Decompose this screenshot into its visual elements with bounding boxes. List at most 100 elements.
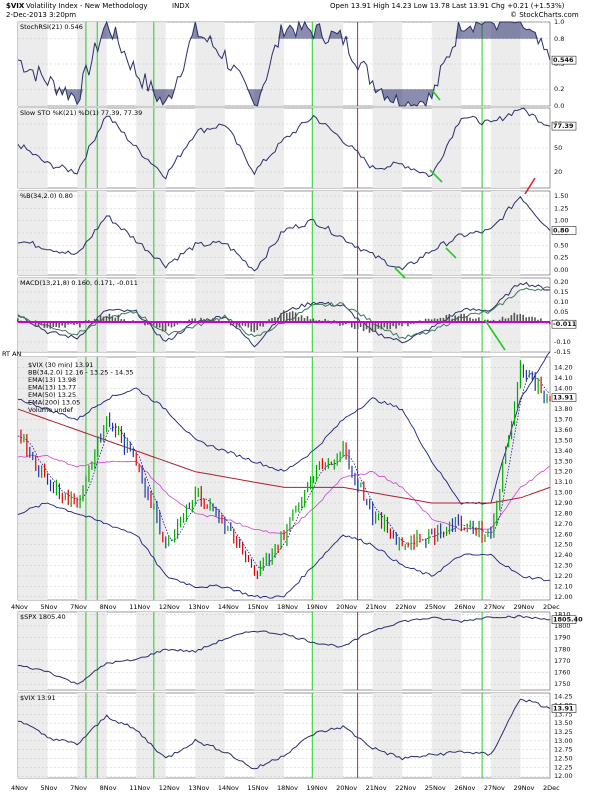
x-tick-label: 25Nov: [425, 784, 446, 792]
macd-histogram-bar: [475, 318, 477, 322]
macd-histogram-bar: [439, 317, 442, 322]
x-tick-label: 12Nov: [159, 603, 180, 611]
macd-histogram-bar: [123, 319, 125, 322]
panel-pctb: 0.000.250.500.751.001.251.50%B(34,2.0) 0…: [17, 190, 577, 276]
x-tick-label: 29Nov: [513, 603, 534, 611]
x-tick-label: 11Nov: [129, 603, 150, 611]
y-tick-label: 13.00: [554, 489, 573, 497]
macd-histogram-bar: [170, 322, 173, 328]
day-band: [18, 612, 48, 690]
macd-histogram-bar: [280, 313, 282, 322]
side-label: RT AN: [2, 350, 22, 358]
y-tick-label: 0.0: [554, 102, 564, 110]
legend-entry: EMA(13) 13.98: [28, 376, 76, 384]
macd-histogram-bar: [229, 322, 232, 326]
x-tick-label: 19Nov: [307, 603, 328, 611]
macd-histogram-bar: [194, 318, 196, 322]
macd-histogram-bar: [209, 319, 211, 322]
signal-arrow-green: [429, 169, 443, 183]
y-tick-label: 12.50: [554, 541, 573, 549]
panel-macd: -0.15-0.100.000.050.100.150.20MACD(13,21…: [17, 277, 577, 356]
x-tick-label: 12Nov: [159, 784, 180, 792]
x-tick-label: 13Nov: [188, 603, 209, 611]
macd-histogram-bar: [232, 322, 235, 325]
macd-histogram-bar: [52, 322, 55, 327]
y-tick-label: 20: [554, 168, 562, 176]
macd-histogram-bar: [478, 317, 480, 322]
macd-histogram-bar: [433, 318, 436, 322]
last-value-badge: [551, 319, 577, 329]
x-tick-label: 26Nov: [454, 603, 475, 611]
macd-histogram-bar: [436, 318, 439, 322]
y-tick-label: 13.40: [554, 447, 573, 455]
last-value-text: 0.546: [553, 56, 574, 64]
macd-histogram-bar: [283, 310, 285, 322]
macd-histogram-bar: [377, 322, 380, 329]
day-band: [18, 357, 48, 600]
x-tick-label: 18Nov: [277, 784, 298, 792]
header-symbol: $VIX: [6, 2, 25, 10]
day-band: [254, 278, 284, 352]
macd-histogram-bar: [407, 322, 409, 327]
macd-histogram-bar: [350, 322, 353, 328]
signal-arrow-green: [431, 89, 441, 101]
day-band: [490, 357, 521, 600]
day-band: [136, 357, 166, 600]
y-tick-label: 12.75: [554, 746, 573, 754]
macd-histogram-bar: [64, 322, 66, 328]
macd-histogram-bar: [398, 322, 400, 326]
macd-histogram-bar: [114, 317, 117, 322]
macd-histogram-bar: [67, 322, 69, 325]
y-tick-label: 12.80: [554, 509, 573, 517]
macd-histogram-bar: [235, 322, 238, 328]
day-band: [195, 278, 225, 352]
header-name: Volatility Index - New Methodology: [26, 2, 148, 10]
panel-label: $SPX 1805.40: [20, 613, 66, 621]
macd-histogram-bar: [164, 322, 167, 331]
day-band: [136, 693, 166, 778]
overbought-fill: [18, 22, 550, 39]
macd-histogram-bar: [147, 322, 149, 325]
macd-histogram-bar: [492, 319, 495, 322]
macd-histogram-bar: [150, 322, 152, 326]
macd-histogram-bar: [519, 313, 522, 322]
macd-histogram-bar: [176, 322, 179, 325]
day-band: [431, 693, 462, 778]
legend-entry: EMA(200) 13.05: [28, 399, 80, 407]
y-tick-label: 1.25: [554, 204, 568, 212]
macd-histogram-bar: [250, 322, 253, 332]
day-band: [313, 612, 344, 690]
macd-histogram-bar: [451, 318, 454, 322]
macd-histogram-bar: [285, 313, 288, 322]
macd-histogram-bar: [510, 315, 513, 322]
x-tick-label: 13Nov: [188, 784, 209, 792]
last-value-badge: [551, 393, 577, 402]
signal-arrow-green: [445, 247, 457, 259]
macd-histogram-bar: [49, 322, 52, 329]
macd-histogram-bar: [507, 318, 510, 322]
macd-histogram-bar: [108, 313, 111, 322]
macd-histogram-bar: [365, 322, 368, 330]
y-tick-label: 12.60: [554, 530, 573, 538]
y-tick-label: 1.00: [554, 217, 568, 225]
legend-entry: $VIX (30 min) 13.91: [28, 361, 93, 369]
y-tick-label: 0.2: [554, 85, 564, 93]
day-band: [372, 278, 403, 352]
y-tick-label: 0.20: [554, 278, 568, 286]
series-line: [17, 615, 551, 685]
signal-arrow-red: [524, 177, 536, 195]
macd-histogram-bar: [37, 322, 40, 327]
macd-histogram-bar: [43, 322, 46, 328]
y-tick-label: 13.80: [554, 405, 573, 413]
day-band: [431, 357, 462, 600]
y-tick-label: 13.00: [554, 737, 573, 745]
macd-histogram-bar: [277, 317, 279, 322]
day-band: [136, 278, 166, 352]
macd-histogram-bar: [324, 318, 326, 322]
macd-histogram-bar: [155, 322, 158, 328]
header-quote: Open 13.91 High 14.23 Low 13.78 Last 13.…: [330, 2, 565, 10]
macd-histogram-bar: [356, 322, 359, 330]
x-tick-label: 20Nov: [336, 784, 357, 792]
macd-histogram-bar: [212, 318, 214, 322]
